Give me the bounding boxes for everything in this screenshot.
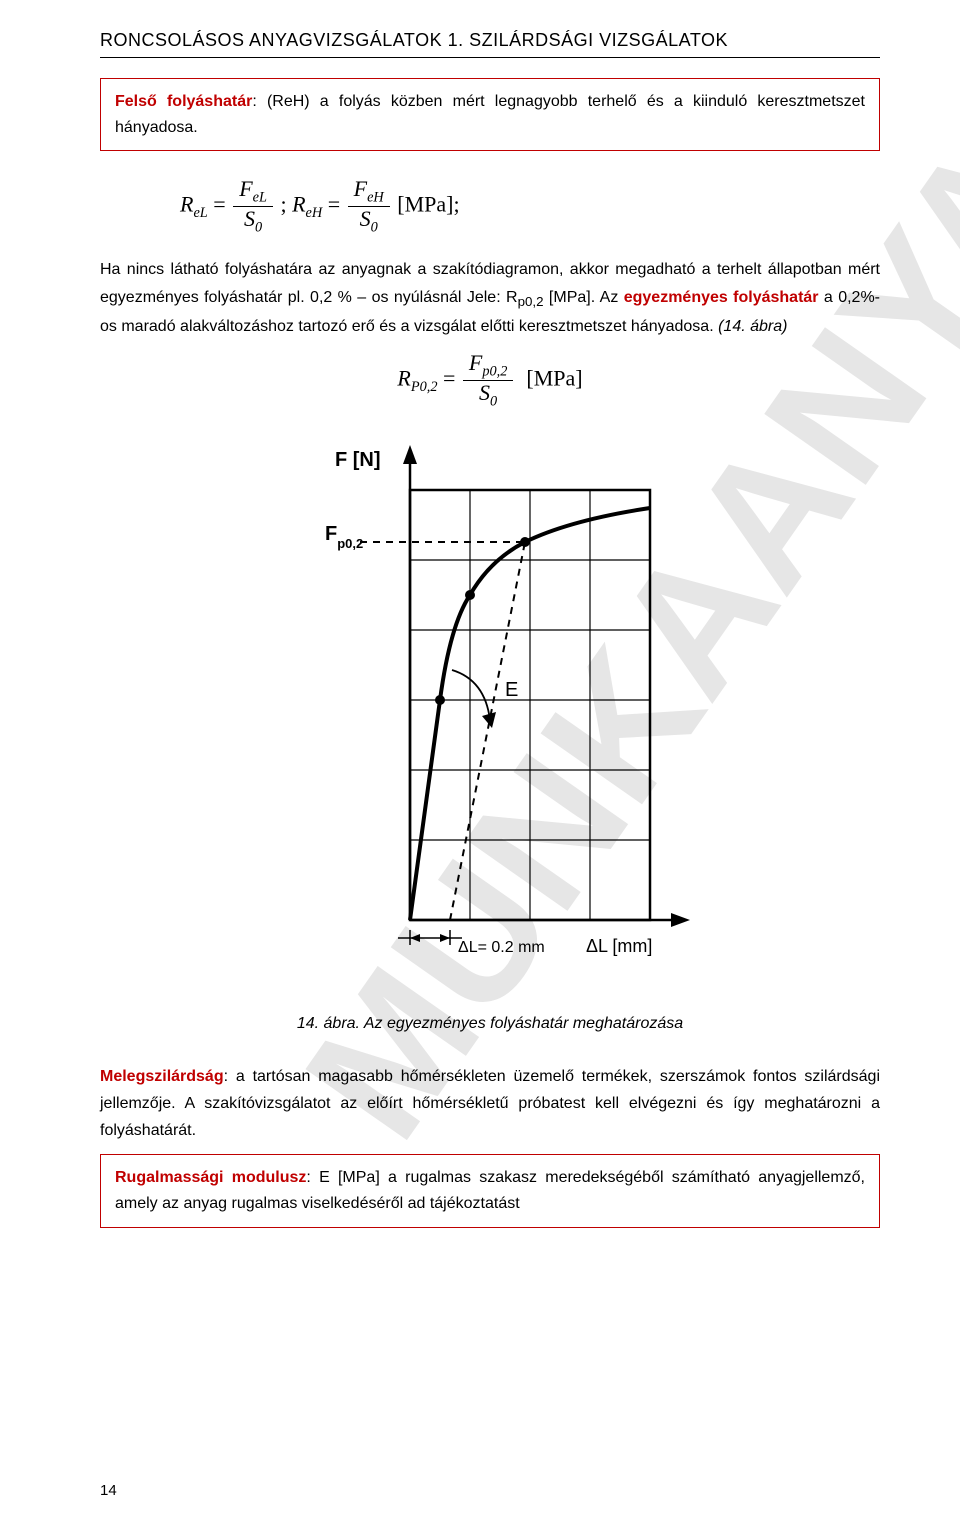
e-arc [452, 670, 490, 720]
fp02-label: Fp0,2 [325, 523, 363, 551]
term-felso-folyashatar: Felső folyáshatár [115, 93, 252, 110]
delta-l-label: ΔL= 0.2 mm [458, 939, 545, 956]
x-axis-label: ΔL [mm] [586, 936, 652, 956]
e-label: E [505, 679, 518, 701]
header-divider [100, 57, 880, 58]
curve-point [465, 590, 475, 600]
formula-rp02: RP0,2 = Fp0,2 S0 [MPa] [100, 351, 880, 410]
term-rugalmassagi-modulusz: Rugalmassági modulusz [115, 1169, 306, 1186]
figure-14-caption: 14. ábra. Az egyezményes folyáshatár meg… [100, 1015, 880, 1033]
curve-point [435, 695, 445, 705]
y-axis-arrow [403, 445, 417, 464]
paragraph-melegszilardsag: Melegszilárdság: a tartósan magasabb hőm… [100, 1063, 880, 1145]
grid-vertical [470, 490, 590, 920]
figure-14-svg: F [N] Fp0,2 E ΔL= 0.2 mm ΔL [mm] [290, 430, 690, 990]
definition-box-rugalmassagi-modulusz: Rugalmassági modulusz: E [MPa] a rugalma… [100, 1154, 880, 1227]
paragraph-egyezmenyes: Ha nincs látható folyáshatára az anyagna… [100, 256, 880, 340]
definition-box-felso-folyashatar: Felső folyáshatár: (ReH) a folyás közben… [100, 78, 880, 151]
page-header: RONCSOLÁSOS ANYAGVIZSGÁLATOK 1. SZILÁRDS… [100, 30, 880, 51]
term-egyezmenyes-folyashatar: egyezményes folyáshatár [624, 289, 819, 306]
page-number: 14 [100, 1482, 117, 1499]
formula-rel-reh: ReL = FeL S0 ; ReH = FeH S0 [MPa]; [180, 177, 880, 236]
x-axis-arrow [671, 913, 690, 927]
offset-dashed-line [450, 542, 525, 920]
term-melegszilardsag: Melegszilárdság [100, 1068, 224, 1085]
y-axis-label: F [N] [335, 449, 381, 471]
figure-14: F [N] Fp0,2 E ΔL= 0.2 mm ΔL [mm] [100, 430, 880, 995]
